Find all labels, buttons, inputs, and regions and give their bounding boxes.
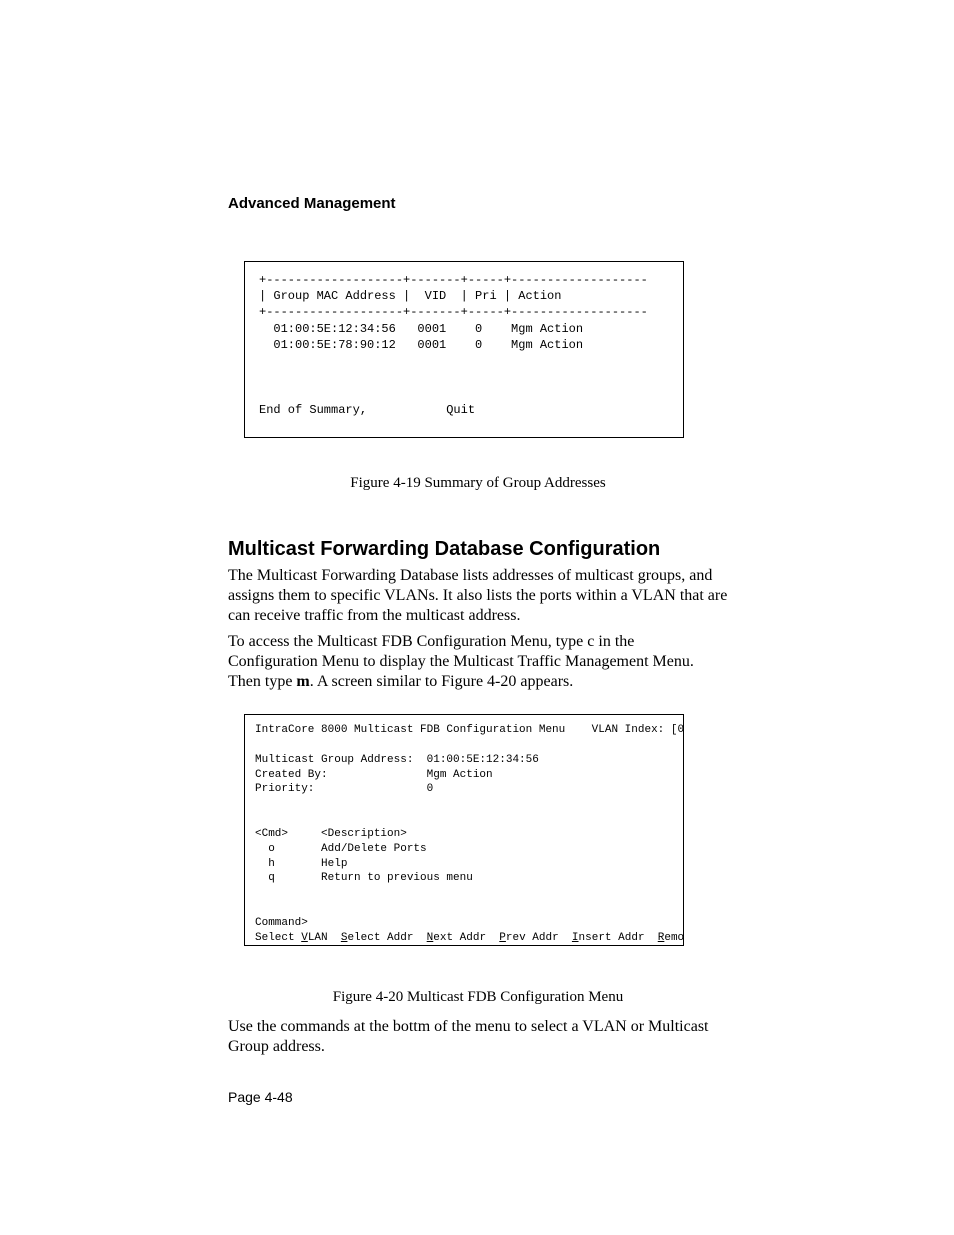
term2-f2: elect Addr: [347, 932, 426, 944]
figure-caption-2: Figure 4-20 Multicast FDB Configuration …: [228, 989, 728, 1006]
term2-f4: rev Addr: [506, 932, 572, 944]
paragraph-2: To access the Multicast FDB Configuratio…: [228, 632, 728, 692]
term2-created: Created By: Mgm Action: [255, 769, 493, 781]
term1-row2: 01:00:5E:78:90:12 0001 0 Mgm Action: [259, 338, 583, 352]
term2-f1: LAN: [308, 932, 341, 944]
term1-header-row: | Group MAC Address | VID | Pri | Action: [259, 289, 561, 303]
term2-addr: Multicast Group Address: 01:00:5E:12:34:…: [255, 754, 539, 766]
term1-border-mid: +-------------------+-------+-----+-----…: [259, 305, 648, 319]
page-header: Advanced Management: [228, 195, 396, 212]
term2-f5: nsert Addr: [579, 932, 658, 944]
terminal-summary-box: +-------------------+-------+-----+-----…: [244, 261, 684, 438]
term2-u-i: I: [572, 932, 579, 944]
paragraph-1: The Multicast Forwarding Database lists …: [228, 566, 728, 626]
para2-bold-m: m: [296, 673, 309, 690]
term1-border-top: +-------------------+-------+-----+-----…: [259, 273, 648, 287]
term2-cmd1: o Add/Delete Ports: [255, 843, 427, 855]
term2-title: IntraCore 8000 Multicast FDB Configurati…: [255, 724, 684, 736]
term2-f6: emove Addr: [664, 932, 684, 944]
term2-cmd-header: <Cmd> <Description>: [255, 828, 407, 840]
terminal-config-box: IntraCore 8000 Multicast FDB Configurati…: [244, 714, 684, 946]
term2-prompt: Command>: [255, 917, 308, 929]
term1-row1: 01:00:5E:12:34:56 0001 0 Mgm Action: [259, 322, 583, 336]
page-footer: Page 4-48: [228, 1089, 293, 1105]
term2-cmd3: q Return to previous menu: [255, 872, 473, 884]
section-heading: Multicast Forwarding Database Configurat…: [228, 538, 660, 561]
term1-footer: End of Summary, Quit: [259, 403, 475, 417]
term2-cmd2: h Help: [255, 858, 347, 870]
page: Advanced Management +-------------------…: [0, 0, 954, 1235]
term2-f3: ext Addr: [433, 932, 499, 944]
term2-footer-pre: Select: [255, 932, 301, 944]
paragraph-3: Use the commands at the bottm of the men…: [228, 1017, 728, 1057]
term2-u-v: V: [301, 932, 308, 944]
figure-caption-1: Figure 4-19 Summary of Group Addresses: [228, 475, 728, 492]
para2-c: . A screen similar to Figure 4-20 appear…: [310, 673, 574, 690]
term2-priority: Priority: 0: [255, 783, 433, 795]
term2-u-p: P: [499, 932, 506, 944]
